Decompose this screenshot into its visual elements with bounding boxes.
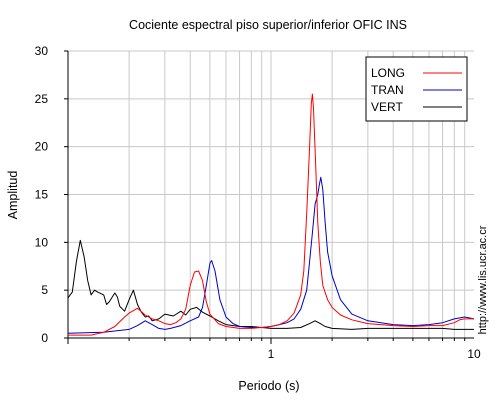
y-tick-label: 30	[35, 44, 49, 58]
y-tick-label: 15	[35, 188, 49, 202]
series-layer	[67, 93, 475, 336]
y-axis-label: Amplitud	[6, 171, 20, 220]
legend-label-vert: VERT	[371, 100, 403, 114]
legend-label-tran: TRAN	[371, 83, 404, 97]
chart-title: Cociente espectral piso superior/inferio…	[129, 18, 407, 32]
x-tick-label: 1	[268, 347, 275, 361]
x-tick-label: 10	[467, 347, 481, 361]
y-tick-label: 5	[41, 283, 48, 297]
y-tick-label: 20	[35, 140, 49, 154]
axes-layer: 0 5 10 15 20 25 30 1 10	[35, 44, 481, 361]
series-line-long	[68, 93, 474, 336]
y-tick-label: 10	[35, 235, 49, 249]
legend-label-long: LONG	[371, 66, 405, 80]
side-url-text: http://www.lis.ucr.ac.cr	[477, 225, 489, 334]
legend-box	[365, 56, 468, 122]
legend: LONG TRAN VERT	[365, 56, 468, 122]
x-axis-label: Periodo (s)	[238, 379, 299, 393]
y-tick-label: 0	[41, 331, 48, 345]
y-tick-label: 25	[35, 92, 49, 106]
